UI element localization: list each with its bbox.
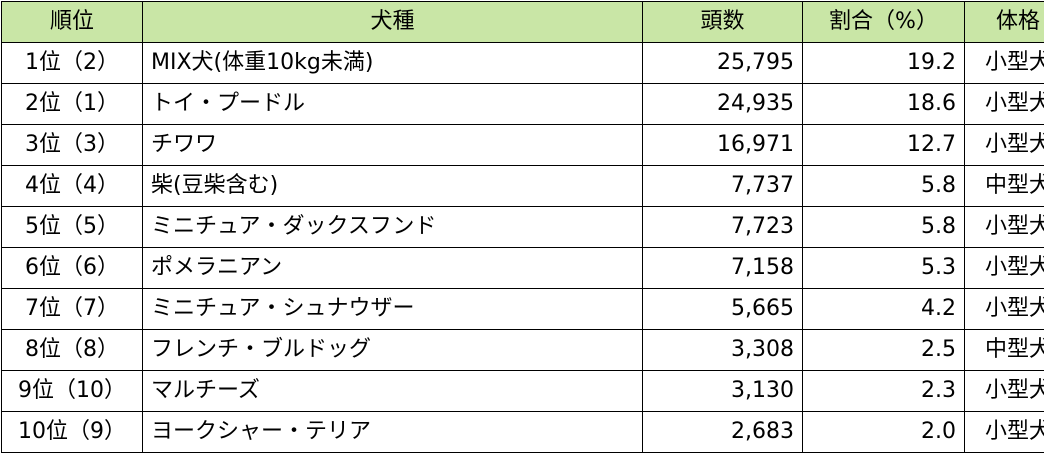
percentage-cell: 5.3 [802,247,965,289]
table-body: 1位（2）MIX犬(体重10kg未満)25,79519.2小型犬2位（1）トイ・… [1,42,1044,453]
percentage-cell: 2.3 [802,370,965,412]
percentage-cell: 12.7 [802,124,965,166]
rank-cell: 6位（6） [1,247,143,289]
rank-cell: 9位（10） [1,370,143,412]
breed-cell: 柴(豆柴含む) [142,165,643,207]
percentage-cell: 5.8 [802,206,965,248]
count-cell: 24,935 [642,83,803,125]
breed-cell: ミニチュア・ダックスフンド [142,206,643,248]
size-cell: 小型犬 [964,370,1044,412]
count-cell: 16,971 [642,124,803,166]
header-size: 体格 [964,1,1044,43]
size-cell: 中型犬 [964,329,1044,371]
percentage-cell: 19.2 [802,42,965,84]
count-cell: 25,795 [642,42,803,84]
breed-cell: トイ・プードル [142,83,643,125]
dog-breed-ranking-table: 順位 犬種 頭数 割合（%） 体格 1位（2） MIX犬(体重10kg未満) 25,… [1,1,1044,453]
header-percentage: 割合（%） [802,1,965,43]
rank-cell: 10位（9） [1,411,143,453]
count-cell: 7,158 [642,247,803,289]
breed-cell: マルチーズ [142,370,643,412]
percentage-cell: 2.5 [802,329,965,371]
size-cell: 小型犬 [964,247,1044,289]
percentage-cell: 18.6 [802,83,965,125]
header-row: 順位 犬種 頭数 割合（%） 体格 [1,1,1044,43]
rank-cell: 2位（1） [1,83,143,125]
breed-cell: MIX犬(体重10kg未満) [142,42,643,84]
size-cell: 小型犬 [964,83,1044,125]
breed-cell: ヨークシャー・テリア [142,411,643,453]
breed-cell: ミニチュア・シュナウザー [142,288,643,330]
count-cell: 7,737 [642,165,803,207]
size-cell: 小型犬 [964,206,1044,248]
size-cell: 小型犬 [964,411,1044,453]
rank-cell: 1位（2） [1,42,143,84]
size-cell: 小型犬 [964,288,1044,330]
header-count: 頭数 [642,1,803,43]
count-cell: 5,665 [642,288,803,330]
size-cell: 小型犬 [964,124,1044,166]
percentage-cell: 5.8 [802,165,965,207]
count-cell: 2,683 [642,411,803,453]
header-breed: 犬種 [142,1,643,43]
percentage-cell: 4.2 [802,288,965,330]
size-cell: 中型犬 [964,165,1044,207]
breed-cell: フレンチ・ブルドッグ [142,329,643,371]
rank-cell: 4位（4） [1,165,143,207]
rank-cell: 8位（8） [1,329,143,371]
count-cell: 7,723 [642,206,803,248]
size-cell: 小型犬 [964,42,1044,84]
breed-cell: チワワ [142,124,643,166]
rank-cell: 3位（3） [1,124,143,166]
table-header: 順位 犬種 頭数 割合（%） 体格 [1,1,1044,43]
count-cell: 3,130 [642,370,803,412]
breed-cell: ポメラニアン [142,247,643,289]
count-cell: 3,308 [642,329,803,371]
rank-cell: 5位（5） [1,206,143,248]
rank-cell: 7位（7） [1,288,143,330]
percentage-cell: 2.0 [802,411,965,453]
header-rank: 順位 [1,1,143,43]
